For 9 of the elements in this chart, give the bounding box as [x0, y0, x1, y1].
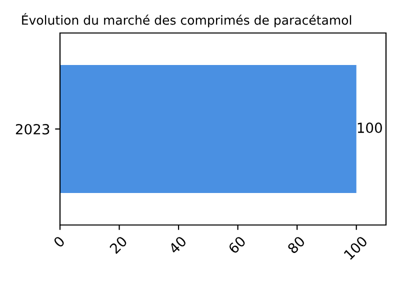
x-tick-label: 20 — [109, 236, 128, 254]
x-tick-label: 40 — [168, 236, 187, 254]
x-tick-label: 100 — [343, 236, 368, 260]
x-tick-label: 60 — [228, 236, 246, 254]
data-label: 100 — [358, 122, 382, 134]
x-tick-label: 0 — [52, 236, 66, 248]
x-tick-label: 80 — [286, 236, 306, 254]
chart-title: Évolution du marché des comprimés de paracétamol — [22, 13, 352, 28]
y-tick-label: 2023 — [16, 124, 50, 134]
